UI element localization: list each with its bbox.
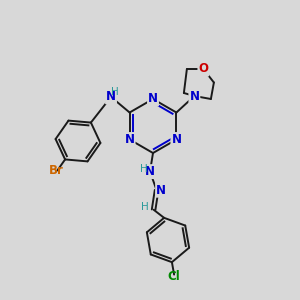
Text: N: N <box>189 89 200 103</box>
Text: H: H <box>111 86 119 97</box>
Text: Br: Br <box>48 164 63 177</box>
Text: N: N <box>156 184 166 197</box>
Text: Cl: Cl <box>168 270 181 283</box>
Text: N: N <box>148 92 158 106</box>
Text: N: N <box>171 133 182 146</box>
Text: H: H <box>140 164 147 174</box>
Text: H: H <box>141 202 149 212</box>
Text: N: N <box>106 90 116 104</box>
Text: O: O <box>198 62 208 76</box>
Text: N: N <box>124 133 135 146</box>
Text: N: N <box>145 165 155 178</box>
